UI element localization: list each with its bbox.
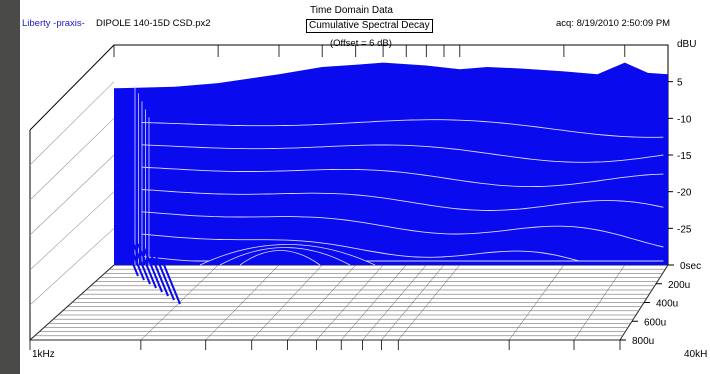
floor-grid-freq-line (341, 264, 407, 341)
y-tick-label: -15 (677, 151, 692, 162)
residual-spike (143, 247, 163, 293)
x-label-end: 40kH (684, 349, 707, 360)
decay-slice-line (141, 144, 664, 163)
time-tick-label: 600u (644, 317, 666, 328)
decay-slice-line (141, 189, 664, 211)
residual-spike (125, 235, 145, 281)
csd-surface (114, 62, 668, 265)
window-title: Time Domain Data (310, 5, 393, 16)
floor-grid-freq-line (362, 264, 427, 341)
left-wall-line (29, 118, 115, 201)
left-wall-line (29, 228, 115, 306)
acquisition-timestamp: acq: 8/19/2010 2:50:09 PM (556, 18, 671, 29)
residual-spike (131, 239, 151, 285)
decay-arc (239, 250, 321, 266)
residual-spike (161, 259, 181, 305)
floor-grid-freq-line (508, 264, 565, 341)
left-wall-line (29, 81, 115, 166)
time-tick-label: 800u (632, 336, 654, 347)
residual-spike (155, 255, 175, 301)
x-label-start: 1kHz (32, 349, 55, 360)
time-tick-label: 200u (668, 280, 690, 291)
offset-label: (Offset = 6 dB) (330, 38, 392, 49)
residual-spike (149, 251, 169, 297)
csd-plot: 5 -10 -15 -20 -25 0sec 200u 400u 600u 800u 1kHz 40k… (29, 44, 707, 360)
floor-grid-freq-line (251, 264, 323, 341)
residual-spike (137, 243, 157, 289)
floor-grid-freq-line (29, 264, 115, 341)
floor-grid-freq-line (381, 264, 445, 341)
left-wall-line (29, 154, 115, 236)
chart-subtitle: Cumulative Spectral Decay (306, 19, 433, 33)
floor-grid-freq-line (398, 264, 460, 341)
floor-grid-freq-line (287, 264, 356, 341)
decay-slice-line (141, 211, 664, 248)
brand-label: Liberty -praxis- (22, 18, 85, 29)
decay-slice-line (141, 166, 664, 188)
left-wall-line (29, 191, 115, 271)
y-tick-label: 5 (677, 78, 683, 89)
decay-slice-line (141, 119, 664, 138)
time-tick-label: 0sec (680, 261, 701, 272)
chart-window: 5 -10 -15 -20 -25 0sec 200u 400u 600u 800u 1kHz 40k… (20, 0, 710, 374)
time-tick-label: 400u (656, 299, 678, 310)
floor-grid-freq-line (316, 264, 384, 341)
floor-grid-freq-line (573, 264, 626, 341)
y-tick-label: -20 (677, 188, 692, 199)
y-tick-label: -10 (677, 114, 692, 125)
residual-spike (119, 231, 139, 277)
file-name: DIPOLE 140-15D CSD.px2 (96, 18, 211, 29)
y-tick-label: -25 (677, 224, 692, 235)
decay-slice-line (141, 233, 664, 262)
y-axis-label: dBU (677, 39, 697, 50)
floor-grid-freq-line (205, 264, 280, 341)
